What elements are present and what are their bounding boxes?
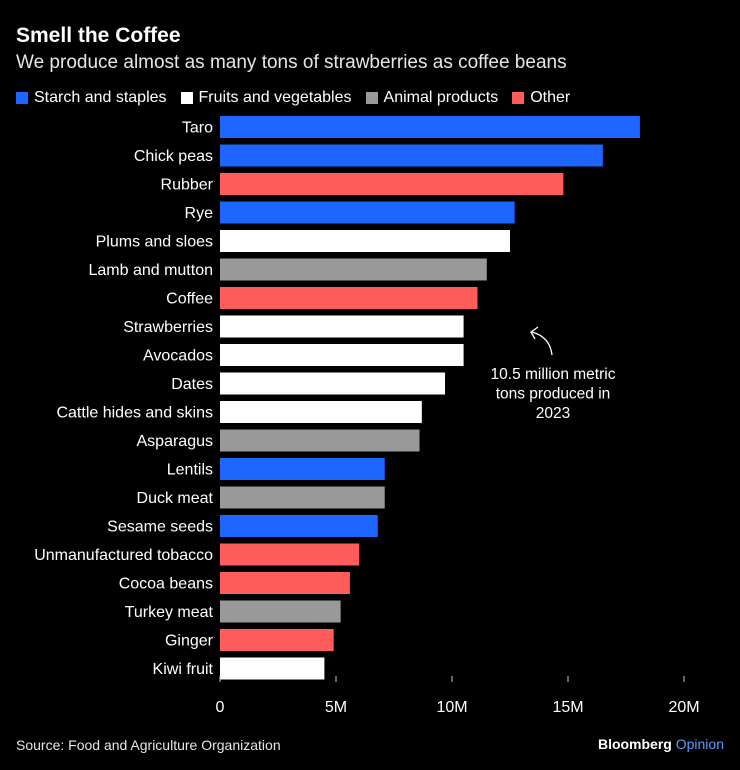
bar-coffee [220, 287, 478, 309]
annotation-arrowhead [530, 326, 539, 340]
bar-cattle-hides-and-skins [220, 401, 422, 423]
x-tick-label: 10M [436, 699, 467, 716]
brand-main: Bloomberg [597, 736, 672, 752]
bar-ginger [220, 629, 334, 651]
bar-sesame-seeds [220, 515, 378, 537]
brand-logo: Bloomberg Opinion [598, 736, 724, 752]
bar-avocados [220, 344, 464, 366]
annotation: 10.5 million metric tons produced in 2023 [491, 326, 616, 422]
x-tick-label: 15M [552, 699, 583, 716]
category-label: Ginger [165, 633, 214, 650]
legend-item-other: Other [512, 89, 570, 107]
category-label: Lamb and mutton [88, 262, 213, 279]
legend: Starch and staples Fruits and vegetables… [16, 89, 570, 107]
bar-rye [220, 201, 515, 224]
legend-item-animal: Animal products [365, 89, 499, 107]
bar-taro [220, 116, 640, 138]
category-label: Kiwi fruit [153, 661, 214, 678]
x-tick-label: 20M [668, 699, 699, 716]
category-label: Avocados [143, 348, 213, 365]
legend-swatch-other [512, 92, 525, 104]
category-label: Asparagus [137, 433, 214, 450]
legend-label-fruits: Fruits and vegetables [198, 89, 352, 106]
bar-duck-meat [220, 486, 385, 509]
category-label: Turkey meat [125, 604, 214, 621]
chart-subtitle: We produce almost as many tons of strawb… [16, 52, 567, 73]
category-label: Cocoa beans [119, 576, 213, 593]
bar-cocoa-beans [220, 572, 350, 594]
bar-strawberries [220, 315, 464, 338]
legend-item-starch: Starch and staples [16, 89, 167, 107]
bar-chick-peas [220, 144, 603, 167]
category-label: Rubber [161, 177, 214, 194]
category-label: Chick peas [134, 148, 213, 165]
bar-rubber [220, 173, 564, 195]
bar-lamb-and-mutton [220, 258, 487, 281]
bar-plums-and-sloes [220, 230, 510, 252]
category-label: Rye [185, 205, 214, 222]
legend-swatch-starch [16, 92, 28, 104]
legend-label-other: Other [530, 89, 571, 106]
legend-swatch-fruits [180, 92, 193, 104]
bar-turkey-meat [220, 600, 341, 623]
category-label: Coffee [166, 291, 213, 308]
annotation-line: tons produced in [496, 386, 611, 403]
category-label: Strawberries [123, 319, 213, 336]
category-label: Cattle hides and skins [56, 405, 213, 422]
bar-unmanufactured-tobacco [220, 543, 360, 566]
annotation-line: 10.5 million metric [491, 366, 616, 383]
bar-kiwi-fruit [220, 657, 325, 680]
bar-asparagus [220, 429, 420, 452]
bar-lentils [220, 458, 385, 480]
category-label: Unmanufactured tobacco [34, 547, 213, 564]
chart-title: Smell the Coffee [16, 24, 181, 47]
category-label: Dates [171, 376, 213, 393]
category-label: Taro [182, 120, 213, 137]
category-label: Duck meat [137, 490, 214, 507]
x-tick-label: 0 [216, 699, 225, 716]
x-tick-label: 5M [325, 699, 347, 716]
category-label: Plums and sloes [96, 234, 213, 251]
source-note: Source: Food and Agriculture Organizatio… [16, 737, 281, 753]
legend-label-animal: Animal products [383, 89, 499, 106]
brand-sub: Opinion [675, 736, 724, 752]
annotation-line: 2023 [536, 405, 570, 422]
legend-item-fruits: Fruits and vegetables [180, 89, 352, 107]
category-label: Lentils [167, 462, 213, 479]
legend-label-starch: Starch and staples [34, 89, 167, 106]
annotation-arrow [531, 331, 553, 356]
bar-dates [220, 372, 446, 395]
legend-swatch-animal [365, 92, 378, 104]
category-label: Sesame seeds [107, 519, 213, 536]
